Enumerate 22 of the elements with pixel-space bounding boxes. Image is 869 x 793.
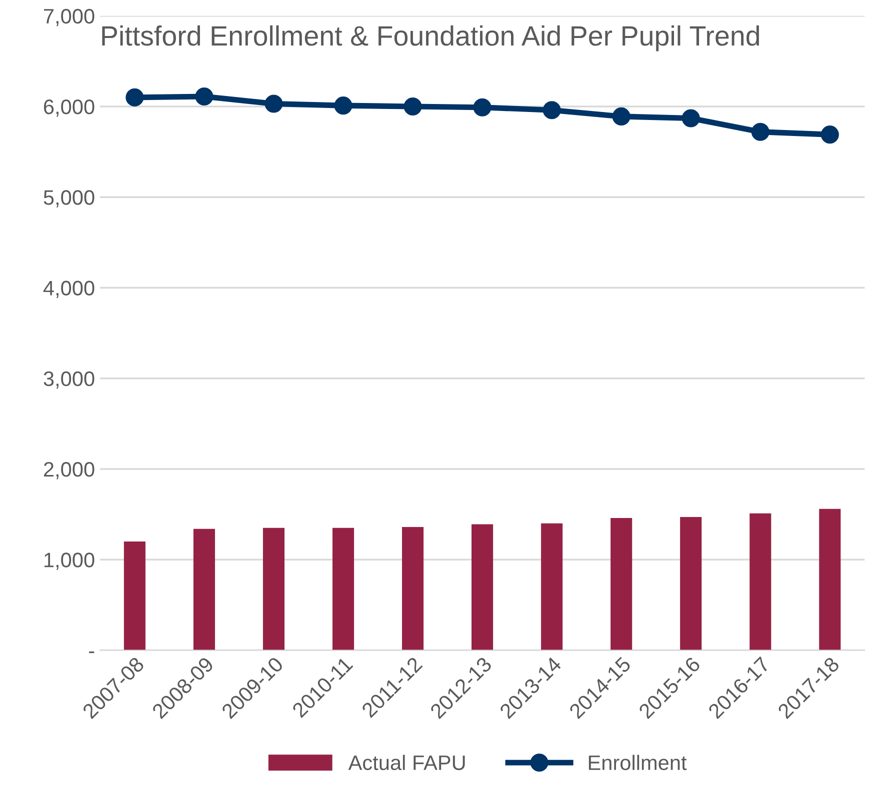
y-tick-label: 6,000 xyxy=(44,99,94,117)
y-tick-label: 4,000 xyxy=(43,280,94,298)
point xyxy=(264,94,283,113)
y-tick-label: 3,000 xyxy=(44,371,94,389)
point xyxy=(195,87,214,106)
chart-title: Pittsford Enrollment & Foundation Aid Per Pupil Trend xyxy=(102,25,760,52)
point xyxy=(126,88,144,106)
point xyxy=(820,126,839,144)
legend-label: Actual FAPU xyxy=(348,754,465,770)
point xyxy=(542,101,561,120)
y-tick-label: 1,000 xyxy=(44,552,94,570)
legend-label: Enrollment xyxy=(588,754,687,770)
point xyxy=(682,109,700,128)
point xyxy=(473,98,492,116)
y-tick-label: 5,000 xyxy=(44,190,94,208)
point xyxy=(751,122,770,141)
point xyxy=(334,96,352,115)
point xyxy=(404,97,422,116)
y-tick-label: - xyxy=(89,651,94,654)
y-tick-label: 7,000 xyxy=(44,8,94,26)
y-tick-label: 2,000 xyxy=(44,462,94,480)
point xyxy=(612,107,630,126)
